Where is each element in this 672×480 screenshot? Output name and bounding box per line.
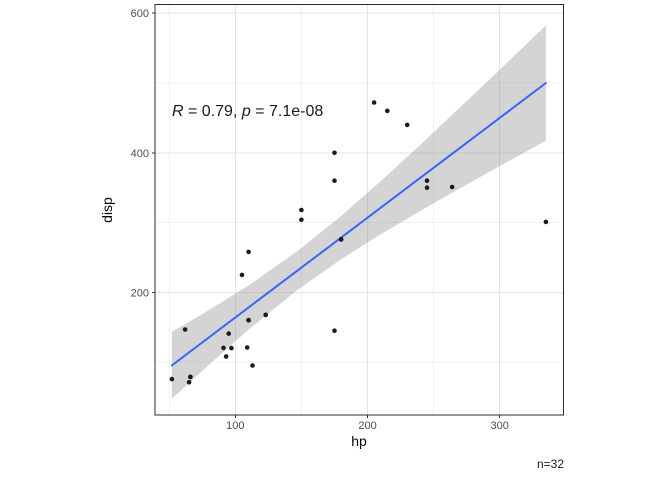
x-tick-label: 200 xyxy=(358,420,376,432)
y-axis-title: disp xyxy=(99,197,115,223)
smooth-line xyxy=(170,81,547,367)
data-point xyxy=(385,108,390,114)
p-value: = 7.1e-08 xyxy=(250,103,324,120)
panel-border xyxy=(154,3,565,416)
y-tick-label: 200 xyxy=(131,287,149,299)
sample-size-caption: n=32 xyxy=(536,457,564,471)
regression-line xyxy=(170,81,547,367)
data-point xyxy=(239,272,245,278)
data-point xyxy=(186,380,192,385)
data-point xyxy=(226,331,231,336)
x-tick-label: 100 xyxy=(226,420,244,432)
x-axis-title: hp xyxy=(351,433,367,449)
data-point xyxy=(182,327,188,332)
data-point xyxy=(424,178,430,183)
y-tick-label: 400 xyxy=(131,148,149,160)
panel-border-rect xyxy=(154,3,565,416)
data-point xyxy=(449,184,455,190)
confidence-ribbon xyxy=(171,25,546,399)
data-point xyxy=(188,374,193,380)
data-point xyxy=(543,219,549,225)
data-point xyxy=(169,376,175,382)
data-point xyxy=(221,345,226,351)
r-symbol: R xyxy=(172,103,184,120)
r-value: = 0.79, xyxy=(183,103,242,120)
data-point xyxy=(246,249,251,255)
data-point xyxy=(404,122,410,128)
correlation-annotation: R = 0.79, p = 7.1e-08 xyxy=(172,104,323,120)
data-point xyxy=(332,150,337,156)
axis-tick-labels: 100 200 300 200 400 600 xyxy=(131,8,509,432)
data-point xyxy=(263,312,269,318)
data-point xyxy=(229,345,234,351)
data-point xyxy=(244,345,250,350)
data-point xyxy=(332,178,337,183)
data-point xyxy=(338,237,344,242)
data-point xyxy=(246,317,251,323)
axis-ticks xyxy=(152,12,501,418)
data-point xyxy=(332,328,337,334)
x-tick-label: 300 xyxy=(490,420,508,432)
y-tick-label: 600 xyxy=(131,8,149,20)
data-points xyxy=(169,100,549,385)
p-symbol: p xyxy=(241,103,251,120)
data-point xyxy=(299,217,304,223)
data-point xyxy=(223,354,229,359)
data-point xyxy=(371,100,377,105)
confidence-band xyxy=(171,25,546,399)
data-point xyxy=(424,185,430,190)
data-point xyxy=(299,207,304,213)
data-point xyxy=(250,363,255,368)
